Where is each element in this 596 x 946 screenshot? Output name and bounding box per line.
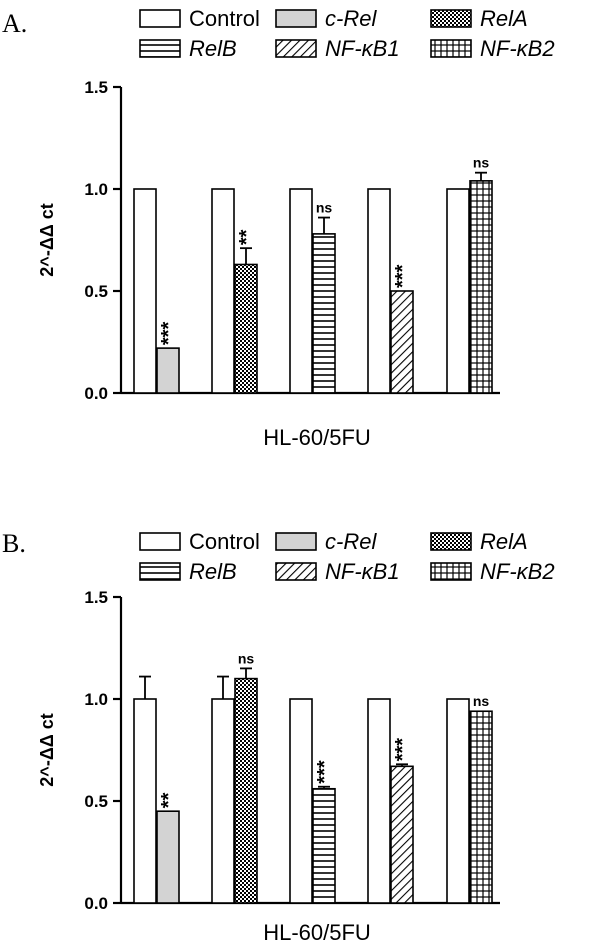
x-axis-title: HL-60/5FU <box>263 425 371 450</box>
significance-label: *** <box>158 322 180 346</box>
y-axis-title: 2^-ΔΔ ct <box>37 203 57 276</box>
legend-label-nf-kb1: NF-κB1 <box>325 559 400 584</box>
bar-c-rel <box>156 347 180 394</box>
chart-b: 0.0 0.5 1.0 1.5 2^-ΔΔ ct HL-60/5FU ** ns *** *** n… <box>37 588 500 945</box>
bar-control <box>289 188 313 394</box>
bar-rela <box>234 677 258 904</box>
legend-swatch-rela <box>430 9 472 28</box>
bar-nf-kb1 <box>390 765 414 904</box>
legend-swatch-nf-kb1 <box>275 562 317 581</box>
y-tick-label: 1.0 <box>84 180 108 199</box>
legend-label-control: Control <box>189 529 260 554</box>
legend-swatch-control <box>139 532 181 551</box>
legend-label-nf-kb2: NF-κB2 <box>480 36 555 61</box>
legend-swatch-relb <box>139 39 181 58</box>
significance-label: *** <box>314 760 336 784</box>
y-tick-label: 0.0 <box>84 384 108 403</box>
panel-a: A. Control c-Rel RelA RelB NF-κB1 NF-κB2 0.0 0… <box>2 6 555 450</box>
bar-relb <box>312 787 336 904</box>
significance-label: ** <box>158 792 180 808</box>
legend-label-nf-kb2: NF-κB2 <box>480 559 555 584</box>
bar-control <box>367 698 391 904</box>
legend-swatch-c-rel <box>275 9 317 28</box>
significance-label: *** <box>392 738 414 762</box>
legend-label-rela: RelA <box>480 6 528 31</box>
chart-a: 0.00.51.01.52^-ΔΔ ctHL-60/5FU*****ns***n… <box>37 78 500 450</box>
significance-label: ns <box>473 693 490 709</box>
legend-b: Control c-Rel RelA RelB NF-κB1 NF-κB2 <box>139 529 555 584</box>
significance-label: ** <box>236 229 258 245</box>
legend-a: Control c-Rel RelA RelB NF-κB1 NF-κB2 <box>139 6 555 61</box>
legend-label-relb: RelB <box>189 559 237 584</box>
significance-label: *** <box>392 264 414 288</box>
legend-swatch-nf-kb2 <box>430 39 472 58</box>
y-tick-label: 1.5 <box>84 78 108 97</box>
y-axis-title: 2^-ΔΔ ct <box>37 713 57 786</box>
legend-label-c-rel: c-Rel <box>325 6 377 31</box>
bar-control <box>446 698 470 904</box>
y-tick-label: 0.5 <box>84 792 108 811</box>
panel-b-label: B. <box>2 529 26 558</box>
bar-control <box>446 188 470 394</box>
bar-relb <box>312 233 336 394</box>
panel-a-label: A. <box>2 9 27 38</box>
x-axis-title: HL-60/5FU <box>263 920 371 945</box>
bar-control <box>133 188 157 394</box>
significance-label: ns <box>238 650 255 666</box>
legend-label-rela: RelA <box>480 529 528 554</box>
y-tick-label: 1.5 <box>84 588 108 607</box>
legend-swatch-c-rel <box>275 532 317 551</box>
bar-control <box>367 188 391 394</box>
legend-label-control: Control <box>189 6 260 31</box>
legend-swatch-relb <box>139 562 181 581</box>
y-tick-label: 1.0 <box>84 690 108 709</box>
bar-control <box>289 698 313 904</box>
legend-swatch-nf-kb2 <box>430 562 472 581</box>
bar-control <box>211 188 235 394</box>
bar-nf-kb2 <box>469 710 493 904</box>
significance-label: ns <box>316 200 333 216</box>
bar-control <box>211 698 235 904</box>
bar-nf-kb2 <box>469 180 493 394</box>
bar-rela <box>234 263 258 394</box>
bar-nf-kb1 <box>390 290 414 394</box>
legend-swatch-rela <box>430 532 472 551</box>
legend-swatch-control <box>139 9 181 28</box>
legend-label-relb: RelB <box>189 36 237 61</box>
bar-control <box>133 698 157 904</box>
legend-swatch-nf-kb1 <box>275 39 317 58</box>
legend-label-nf-kb1: NF-κB1 <box>325 36 400 61</box>
y-tick-label: 0.5 <box>84 282 108 301</box>
legend-label-c-rel: c-Rel <box>325 529 377 554</box>
significance-label: ns <box>473 155 490 171</box>
bar-c-rel <box>156 810 180 904</box>
y-tick-label: 0.0 <box>84 894 108 913</box>
